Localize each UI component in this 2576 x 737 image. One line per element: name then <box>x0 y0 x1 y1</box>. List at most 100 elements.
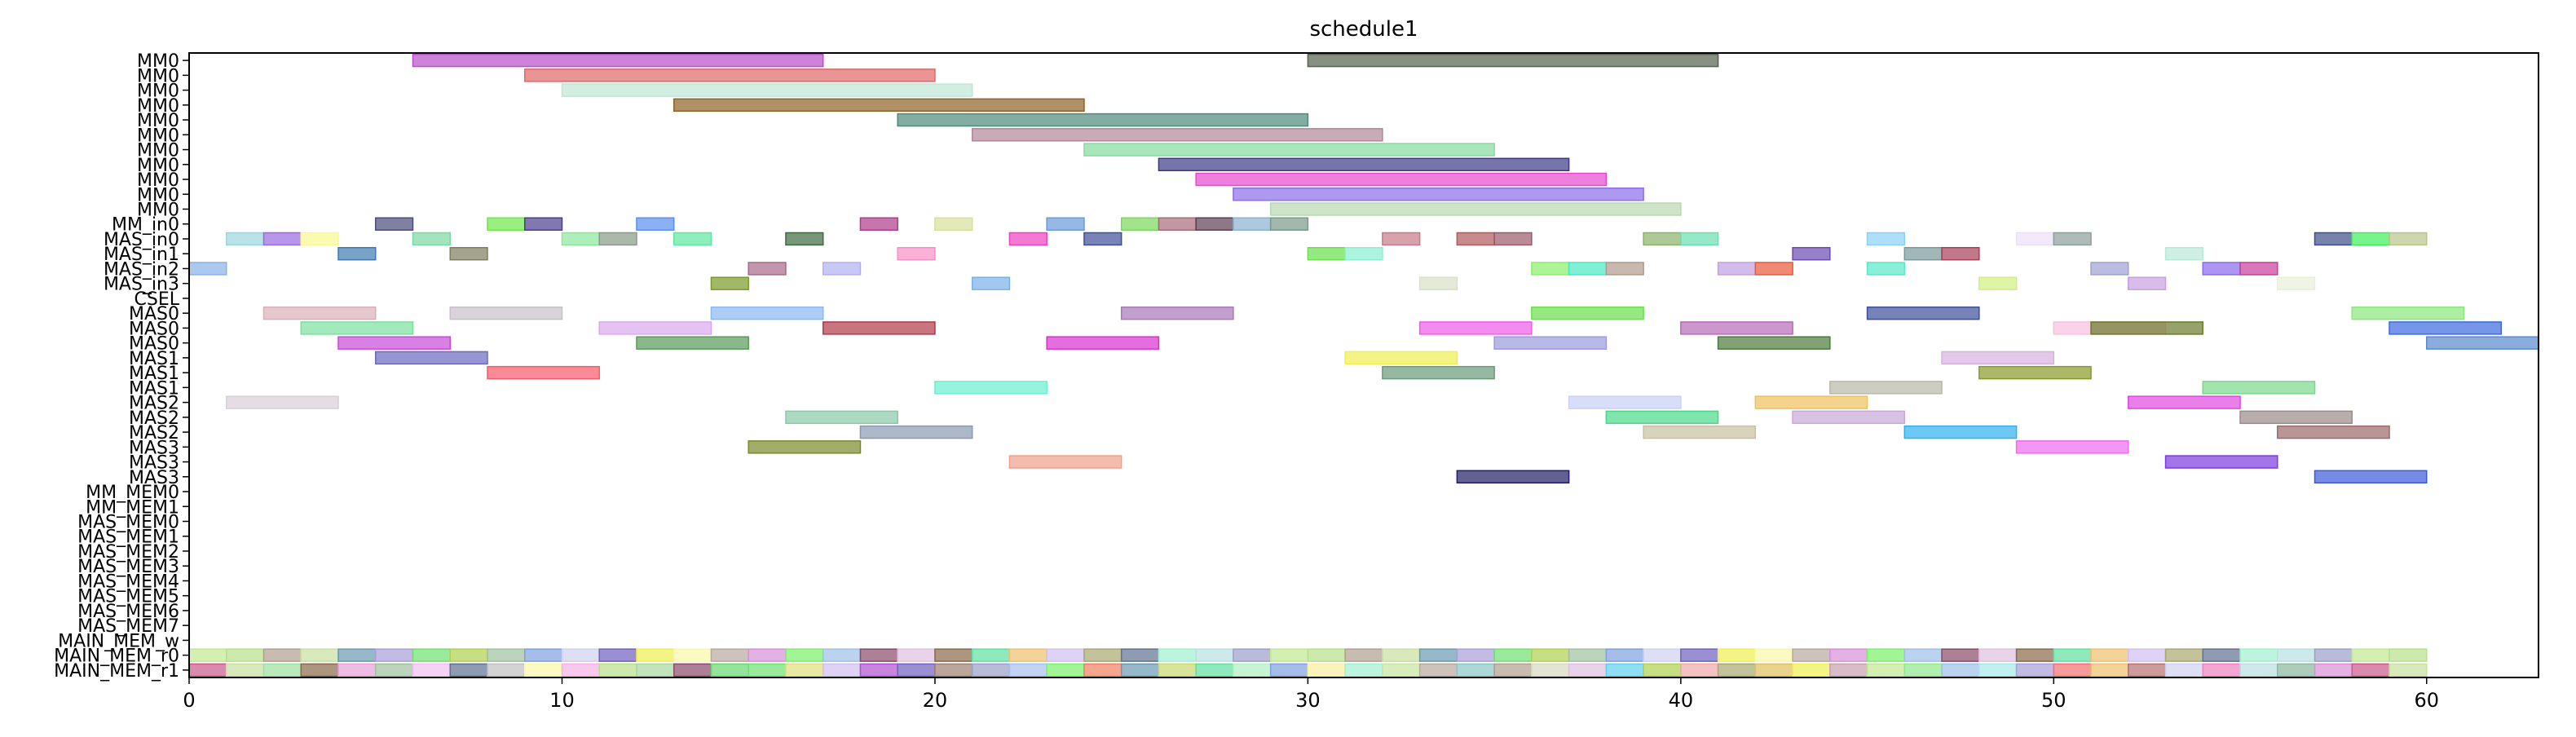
y-tick-label: MAS0 <box>129 304 179 324</box>
schedule-bar <box>188 262 227 276</box>
schedule-bar <box>748 440 862 454</box>
schedule-bar <box>1493 232 1533 246</box>
schedule-bar <box>2053 232 2092 246</box>
schedule-bar <box>1046 663 1085 677</box>
schedule-bar <box>636 336 749 350</box>
schedule-bar <box>1307 53 1719 68</box>
schedule-bar <box>1008 648 1048 662</box>
y-tick-label: MAS_MEM7 <box>77 616 179 637</box>
schedule-bar <box>934 381 1048 395</box>
schedule-bar <box>412 663 451 677</box>
schedule-bar <box>1493 663 1533 677</box>
schedule-bar <box>1233 188 1644 201</box>
schedule-bar <box>449 648 488 662</box>
y-tick-label: MM0 <box>137 111 179 131</box>
schedule-bar <box>225 232 265 246</box>
schedule-bar <box>337 336 451 350</box>
schedule-bar <box>2314 648 2353 662</box>
bars-layer <box>188 53 2539 677</box>
schedule-bar <box>1344 246 1383 261</box>
schedule-bar <box>1643 648 1682 662</box>
schedule-bar <box>487 217 526 231</box>
schedule-bar <box>1754 262 1793 276</box>
schedule-bar <box>1792 648 1831 662</box>
y-tick-label: MM0 <box>137 156 179 176</box>
schedule-bar <box>1978 648 2018 662</box>
schedule-bar <box>2389 232 2428 246</box>
schedule-bar <box>523 648 563 662</box>
schedule-bar <box>523 663 563 677</box>
schedule-bar <box>1307 648 1346 662</box>
schedule-bar <box>1269 202 1682 216</box>
schedule-bar <box>2128 663 2167 677</box>
y-tick-label: MM0 <box>137 141 179 161</box>
schedule-bar <box>188 648 227 662</box>
schedule-bar <box>2314 232 2353 246</box>
schedule-bar <box>636 648 675 662</box>
schedule-bar <box>300 663 339 677</box>
schedule-bar <box>822 321 936 335</box>
schedule-bar <box>1456 232 1495 246</box>
schedule-bar <box>1717 336 1831 350</box>
schedule-bar <box>971 276 1011 290</box>
schedule-bar <box>1344 663 1383 677</box>
schedule-bar <box>1083 663 1123 677</box>
schedule-bar <box>2164 455 2278 469</box>
schedule-bar <box>2090 663 2129 677</box>
schedule-bar <box>1941 246 1980 261</box>
schedule-bar <box>300 648 339 662</box>
schedule-bar <box>1941 351 2055 365</box>
schedule-bar <box>1754 648 1793 662</box>
schedule-bar <box>1568 663 1608 677</box>
schedule-bar <box>710 306 824 320</box>
schedule-bar <box>1643 232 1682 246</box>
schedule-bar <box>487 365 600 380</box>
schedule-bar <box>1978 663 2018 677</box>
schedule-bar <box>2015 440 2129 454</box>
schedule-bar <box>1643 663 1682 677</box>
x-tick-label: 0 <box>183 689 195 712</box>
schedule-bar <box>673 648 712 662</box>
schedule-bar <box>337 663 377 677</box>
schedule-bar <box>1568 395 1682 409</box>
schedule-bar <box>561 663 600 677</box>
x-tick-label: 20 <box>923 689 948 712</box>
y-tick-label: MAS_MEM6 <box>77 602 179 622</box>
schedule-bar <box>1382 365 1495 380</box>
y-tick-label: MM_in0 <box>112 215 179 236</box>
schedule-bar <box>487 663 526 677</box>
y-tick-label: MAS0 <box>129 319 179 339</box>
schedule-bar <box>2015 232 2055 246</box>
schedule-bar <box>1493 648 1533 662</box>
schedule-bar <box>785 410 898 425</box>
schedule-bar <box>1158 663 1197 677</box>
schedule-bar <box>1418 663 1458 677</box>
schedule-bar <box>1829 648 1868 662</box>
y-tick-label: MAS2 <box>129 408 179 429</box>
schedule-bar <box>897 113 1309 127</box>
schedule-bar <box>561 648 600 662</box>
schedule-bar <box>971 128 1383 142</box>
y-tick-label: MAIN_MEM_r0 <box>54 647 179 667</box>
schedule-bar <box>1605 410 1719 425</box>
y-tick-label: MM0 <box>137 66 179 86</box>
schedule-bar <box>374 663 414 677</box>
schedule-bar <box>2239 663 2278 677</box>
schedule-bar <box>1792 663 1831 677</box>
schedule-bar <box>1195 172 1608 187</box>
schedule-bar <box>1269 648 1309 662</box>
schedule-bar <box>1717 648 1757 662</box>
schedule-bar <box>636 663 675 677</box>
schedule-bar <box>2128 395 2241 409</box>
schedule-bar <box>1941 663 1980 677</box>
schedule-bar <box>1382 648 1421 662</box>
schedule-bar <box>1233 648 1272 662</box>
schedule-bar <box>1531 648 1570 662</box>
schedule-bar <box>1866 232 1906 246</box>
x-tick-label: 50 <box>2041 689 2067 712</box>
schedule-bar <box>2202 262 2241 276</box>
schedule-bar <box>262 663 302 677</box>
schedule-bar <box>859 217 898 231</box>
y-tick-label: MM0 <box>137 96 179 117</box>
schedule-bar <box>374 351 488 365</box>
